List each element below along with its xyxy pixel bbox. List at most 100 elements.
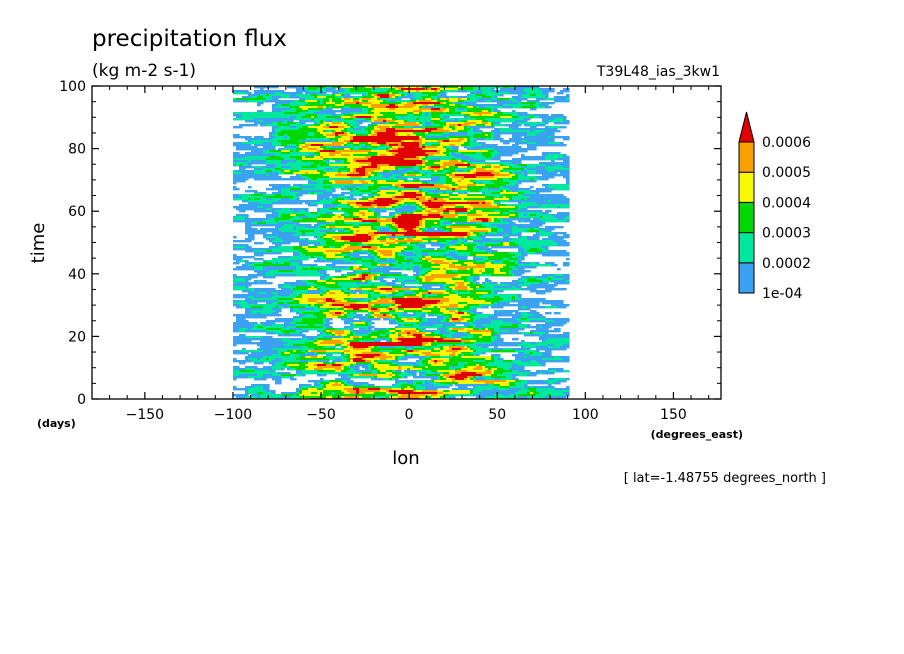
heatmap-cell (422, 298, 450, 301)
heatmap-cell (359, 266, 366, 269)
heatmap-cell (458, 294, 483, 297)
heatmap-cell (446, 248, 456, 251)
heatmap-cell (395, 318, 402, 321)
heatmap-cell (461, 124, 471, 127)
heatmap-cell (524, 386, 531, 389)
heatmap-cell (440, 354, 450, 357)
heatmap-cell (326, 356, 345, 359)
heatmap-cell (362, 336, 372, 339)
heatmap-cell (299, 100, 306, 103)
heatmap-cell (353, 308, 360, 311)
heatmap-cell (359, 226, 372, 229)
heatmap-cell (476, 396, 486, 399)
heatmap-cell (275, 362, 285, 365)
heatmap-cell (440, 332, 450, 335)
heatmap-cell (428, 342, 432, 345)
heatmap-cell (491, 204, 498, 207)
heatmap-cell (566, 216, 570, 219)
heatmap-cell (371, 130, 375, 133)
heatmap-cell (464, 318, 471, 321)
heatmap-cell (527, 134, 537, 137)
heatmap-cell (353, 154, 378, 157)
heatmap-cell (419, 364, 426, 367)
heatmap-cell (362, 184, 375, 187)
heatmap-cell (329, 310, 345, 313)
heatmap-cell (326, 364, 333, 367)
heatmap-cell (524, 352, 531, 355)
heatmap-cell (485, 396, 519, 399)
heatmap-cell (353, 136, 420, 139)
heatmap-cell (299, 384, 312, 387)
heatmap-cell (296, 372, 303, 375)
heatmap-cell (386, 282, 396, 285)
heatmap-cell (317, 148, 324, 151)
heatmap-cell (251, 384, 270, 387)
heatmap-cell (422, 224, 426, 227)
heatmap-cell (545, 312, 552, 315)
heatmap-cell (302, 232, 306, 235)
heatmap-cell (365, 128, 375, 131)
heatmap-cell (443, 246, 447, 249)
heatmap-cell (395, 196, 417, 199)
heatmap-cell (476, 376, 480, 379)
heatmap-cell (476, 106, 480, 109)
heatmap-cell (287, 350, 294, 353)
heatmap-cell (308, 350, 312, 353)
heatmap-cell (473, 278, 480, 281)
heatmap-cell (290, 106, 300, 109)
heatmap-cell (347, 376, 375, 379)
heatmap-cell (476, 324, 483, 327)
heatmap-cell (371, 278, 375, 281)
heatmap-cell (368, 346, 372, 349)
heatmap-cell (377, 376, 393, 379)
heatmap-cell (368, 132, 372, 135)
heatmap-cell (464, 262, 474, 265)
heatmap-cell (377, 308, 381, 311)
heatmap-cell (527, 146, 537, 149)
heatmap-cell (323, 158, 330, 161)
heatmap-cell (353, 184, 363, 187)
heatmap-cell (491, 124, 495, 127)
heatmap-cell (443, 390, 450, 393)
heatmap-cell (254, 254, 264, 257)
heatmap-cell (476, 260, 486, 263)
heatmap-cell (461, 180, 471, 183)
heatmap-cell (332, 228, 345, 231)
heatmap-cell (323, 170, 339, 173)
heatmap-cell (410, 212, 414, 215)
heatmap-cell (380, 128, 387, 131)
heatmap-cell (413, 236, 417, 239)
heatmap-cell (536, 172, 558, 175)
heatmap-cell (449, 266, 486, 269)
heatmap-cell (461, 348, 468, 351)
heatmap-cell (275, 310, 282, 313)
heatmap-cell (497, 202, 501, 205)
heatmap-cell (350, 324, 354, 327)
heatmap-cell (458, 120, 462, 123)
heatmap-cell (323, 362, 330, 365)
heatmap-cell (335, 282, 339, 285)
heatmap-cell (368, 106, 372, 109)
heatmap-cell (338, 284, 372, 287)
heatmap-cell (425, 122, 432, 125)
heatmap-cell (455, 210, 468, 213)
heatmap-cell (299, 106, 318, 109)
heatmap-cell (371, 196, 375, 199)
heatmap-cell (389, 330, 396, 333)
heatmap-cell (392, 308, 396, 311)
heatmap-cell (521, 288, 537, 291)
heatmap-cell (260, 322, 276, 325)
heatmap-cell (329, 246, 336, 249)
heatmap-cell (401, 228, 405, 231)
heatmap-cell (512, 190, 519, 193)
heatmap-cell (371, 276, 375, 279)
heatmap-cell (260, 358, 267, 361)
heatmap-cell (347, 128, 354, 131)
heatmap-cell (509, 210, 516, 213)
heatmap-cell (266, 174, 270, 177)
heatmap-cell (368, 388, 381, 391)
heatmap-cell (434, 336, 441, 339)
heatmap-cell (392, 222, 396, 225)
heatmap-cell (383, 266, 393, 269)
heatmap-cell (494, 174, 510, 177)
